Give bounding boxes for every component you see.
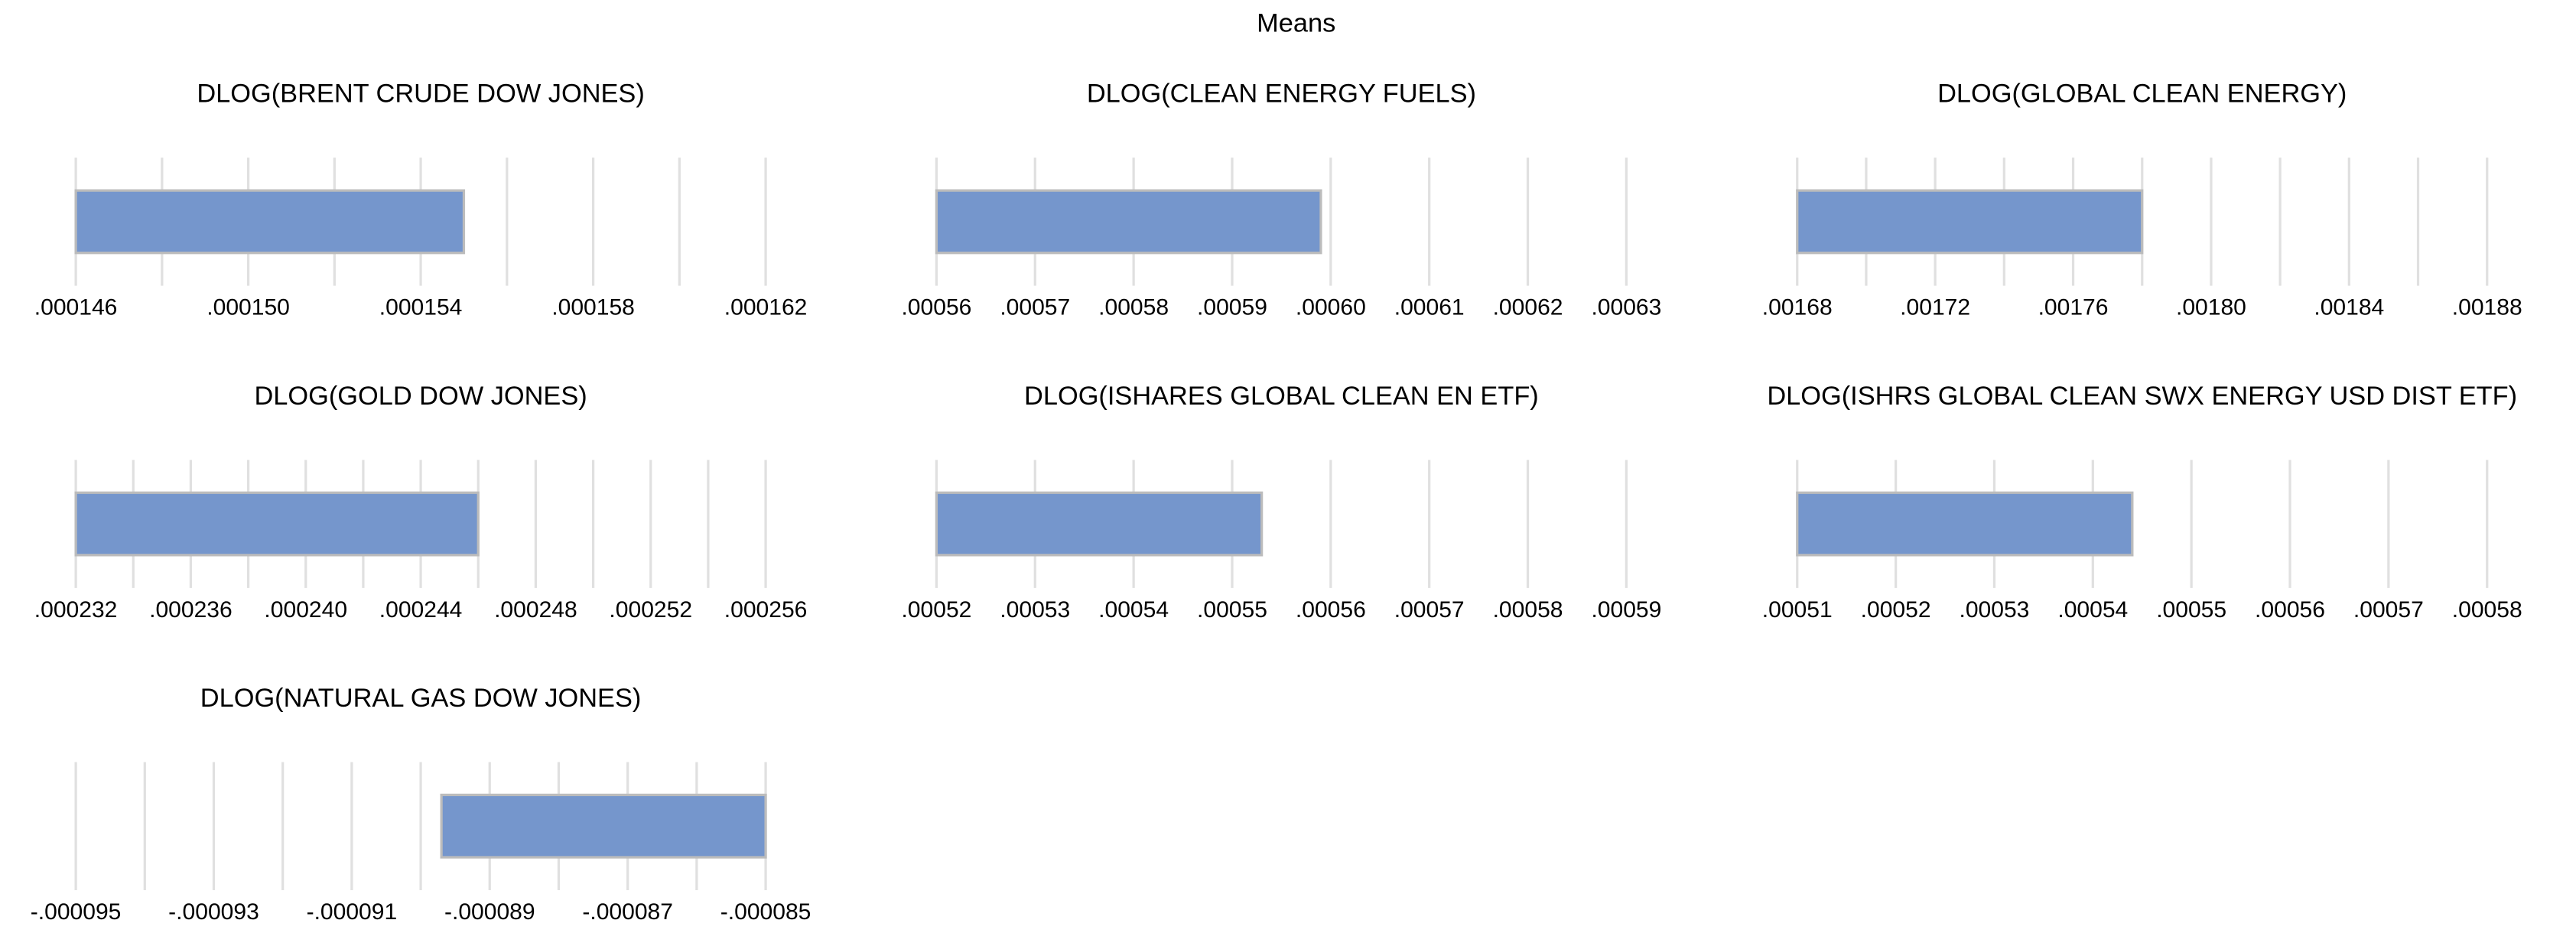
x-tick-label: .00056 <box>1296 597 1366 623</box>
panel-title: DLOG(NATURAL GAS DOW JONES) <box>200 684 642 713</box>
panel-title: DLOG(ISHRS GLOBAL CLEAN SWX ENERGY USD D… <box>1767 382 2517 411</box>
x-tick-label: .00060 <box>1296 295 1366 320</box>
x-tick-label: -.000085 <box>720 899 812 925</box>
x-tick-label: .00058 <box>1493 597 1563 623</box>
x-tick-label: .000236 <box>149 597 233 623</box>
chart-title: Means <box>1257 8 1335 37</box>
x-tick-label: .00058 <box>1098 295 1169 320</box>
x-tick-label: .00056 <box>901 295 971 320</box>
x-tick-label: -.000093 <box>168 899 259 925</box>
x-tick-label: .00057 <box>1394 597 1465 623</box>
x-tick-label: .00052 <box>1861 597 1931 623</box>
x-tick-label: .00059 <box>1591 597 1661 623</box>
bar <box>440 793 767 859</box>
x-tick-label: .00180 <box>2176 295 2246 320</box>
x-tick-label: .000150 <box>207 295 290 320</box>
x-tick-label: -.000091 <box>307 899 398 925</box>
x-tick-label: .00061 <box>1394 295 1465 320</box>
x-tick-label: .00188 <box>2452 295 2522 320</box>
x-tick-label: -.000089 <box>444 899 535 925</box>
x-tick-label: .00052 <box>901 597 971 623</box>
x-tick-label: .00168 <box>1762 295 1833 320</box>
x-tick-label: .000252 <box>609 597 692 623</box>
x-tick-label: .00051 <box>1762 597 1833 623</box>
x-tick-label: .00053 <box>1000 597 1070 623</box>
bar <box>1796 189 2144 255</box>
x-tick-label: .00055 <box>2156 597 2226 623</box>
x-tick-label: .000158 <box>551 295 635 320</box>
x-tick-label: .000232 <box>34 597 118 623</box>
x-tick-label: .00062 <box>1493 295 1563 320</box>
x-tick-label: .000248 <box>494 597 577 623</box>
x-tick-label: -.000087 <box>582 899 673 925</box>
panel-title: DLOG(BRENT CRUDE DOW JONES) <box>197 80 644 109</box>
x-tick-label: .000256 <box>724 597 808 623</box>
x-tick-label: .00055 <box>1197 597 1267 623</box>
x-tick-label: .00053 <box>1960 597 2030 623</box>
x-tick-label: .00057 <box>2353 597 2424 623</box>
bar <box>74 189 466 255</box>
x-tick-label: .00058 <box>2452 597 2522 623</box>
bar <box>935 491 1264 557</box>
panel-title: DLOG(GLOBAL CLEAN ENERGY) <box>1937 80 2347 109</box>
x-tick-label: .000240 <box>264 597 347 623</box>
bar <box>1796 491 2134 557</box>
x-tick-label: .000162 <box>724 295 808 320</box>
x-tick-label: .00054 <box>2057 597 2128 623</box>
panel-title: DLOG(GOLD DOW JONES) <box>254 382 587 411</box>
panel-title: DLOG(ISHARES GLOBAL CLEAN EN ETF) <box>1024 382 1539 411</box>
bar <box>74 491 480 557</box>
x-tick-label: .000146 <box>34 295 118 320</box>
panel-title: DLOG(CLEAN ENERGY FUELS) <box>1087 80 1476 109</box>
bar <box>935 189 1322 255</box>
x-tick-label: -.000095 <box>31 899 122 925</box>
x-tick-label: .00057 <box>1000 295 1070 320</box>
x-tick-label: .00054 <box>1098 597 1169 623</box>
x-tick-label: .00176 <box>2038 295 2109 320</box>
x-tick-label: .00063 <box>1591 295 1661 320</box>
x-tick-label: .00172 <box>1900 295 1970 320</box>
x-tick-label: .00059 <box>1197 295 1267 320</box>
x-tick-label: .00056 <box>2255 597 2325 623</box>
x-tick-label: .000154 <box>379 295 463 320</box>
x-tick-label: .00184 <box>2314 295 2384 320</box>
x-tick-label: .000244 <box>379 597 463 623</box>
